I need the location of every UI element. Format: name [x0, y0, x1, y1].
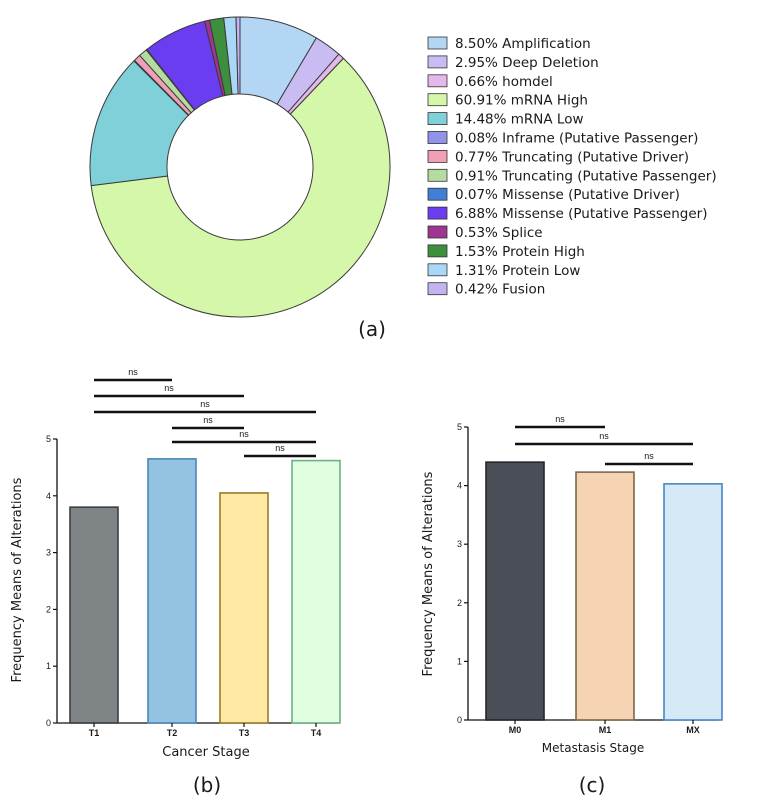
legend-label-1: 2.95% Deep Deletion — [455, 55, 599, 71]
bar-chart-metastasis-stage: 0 1 2 3 4 5 M0 M1 MX ns ns ns Frequency Means of Al… — [421, 414, 723, 797]
y-tick-label-5: 5 — [46, 434, 51, 444]
legend-label-5: 0.08% Inframe (Putative Passenger) — [455, 131, 698, 147]
comparison-label-1: ns — [599, 431, 609, 441]
donut-chart: 8.50% Amplification 2.95% Deep Deletion 0.… — [89, 16, 717, 341]
legend-swatch-7 — [427, 168, 448, 182]
y-tick-label-5: 5 — [457, 422, 462, 432]
y-tick-label-0: 0 — [46, 718, 51, 728]
bar-m1 — [575, 471, 635, 721]
legend-swatch-12 — [427, 263, 448, 277]
legend-swatch-1 — [427, 55, 448, 69]
y-tick-label-4: 4 — [46, 491, 51, 501]
legend-label-4: 14.48% mRNA Low — [455, 112, 584, 128]
comparison-label-5: ns — [275, 443, 285, 453]
legend-swatch-8 — [427, 187, 448, 201]
legend-swatch-5 — [427, 131, 448, 144]
chart-c-plot: 0 1 2 3 4 5 M0 M1 MX ns ns ns — [457, 414, 723, 735]
legend-label-6: 0.77% Truncating (Putative Driver) — [455, 149, 689, 165]
legend-swatch-4 — [427, 112, 448, 125]
donut-legend: 8.50% Amplification 2.95% Deep Deletion 0.… — [427, 36, 717, 298]
y-tick-label-3: 3 — [457, 539, 462, 549]
comparison-label-0: ns — [555, 414, 565, 424]
bar-t4 — [291, 459, 341, 724]
bar-t1 — [69, 506, 119, 724]
comparison-label-2: ns — [644, 451, 654, 461]
y-tick-label-2: 2 — [46, 604, 51, 614]
bar-m0 — [485, 461, 545, 721]
comparison-label-2: ns — [200, 399, 210, 409]
legend-label-7: 0.91% Truncating (Putative Passenger) — [455, 168, 717, 184]
panel-label-b: (b) — [193, 773, 221, 797]
legend-swatch-11 — [427, 244, 448, 258]
panel-label-a: (a) — [358, 317, 386, 341]
x-tick-label-t1: T1 — [89, 728, 100, 738]
legend-label-3: 60.91% mRNA High — [455, 93, 588, 109]
chart-c-xlabel: Metastasis Stage — [542, 741, 644, 755]
bar-chart-cancer-stage: 0 1 2 3 4 5 T1 T2 T3 T4 ns ns ns ns ns ns Frequency Mea… — [10, 367, 341, 797]
legend-label-12: 1.31% Protein Low — [455, 263, 580, 279]
chart-c-ylabel: Frequency Means of Alterations — [421, 471, 436, 676]
legend-label-2: 0.66% homdel — [455, 74, 553, 90]
legend-label-8: 0.07% Missense (Putative Driver) — [455, 187, 680, 203]
chart-b-plot: 0 1 2 3 4 5 T1 T2 T3 T4 ns ns ns ns ns ns — [46, 367, 341, 738]
legend-swatch-13 — [427, 282, 448, 296]
y-tick-label-4: 4 — [457, 481, 462, 491]
x-tick-label-t2: T2 — [167, 728, 178, 738]
legend-swatch-3 — [427, 93, 448, 107]
x-tick-label-m0: M0 — [509, 725, 522, 735]
donut-slice-13 — [235, 16, 241, 95]
legend-swatch-9 — [427, 206, 448, 220]
legend-swatch-6 — [427, 149, 448, 163]
legend-label-10: 0.53% Splice — [455, 225, 543, 241]
comparison-label-4: ns — [239, 429, 249, 439]
y-tick-label-1: 1 — [457, 656, 462, 666]
bar-mx — [663, 483, 723, 721]
legend-label-9: 6.88% Missense (Putative Passenger) — [455, 206, 708, 222]
y-tick-label-0: 0 — [457, 715, 462, 725]
comparison-label-3: ns — [203, 415, 213, 425]
comparison-label-0: ns — [128, 367, 138, 377]
donut-slice-3 — [90, 57, 391, 318]
y-tick-label-2: 2 — [457, 598, 462, 608]
x-tick-label-m1: M1 — [599, 725, 612, 735]
y-tick-label-3: 3 — [46, 548, 51, 558]
legend-swatch-0 — [427, 36, 448, 50]
x-tick-label-mx: MX — [686, 725, 700, 735]
panel-label-c: (c) — [579, 773, 606, 797]
legend-swatch-10 — [427, 225, 448, 239]
bar-t2 — [147, 458, 197, 724]
x-tick-label-t4: T4 — [311, 728, 322, 738]
comparison-label-1: ns — [164, 383, 174, 393]
bar-t3 — [219, 492, 269, 724]
legend-label-0: 8.50% Amplification — [455, 36, 591, 52]
y-tick-label-1: 1 — [46, 661, 51, 671]
legend-swatch-2 — [427, 74, 448, 88]
chart-b-xlabel: Cancer Stage — [162, 745, 249, 760]
x-tick-label-t3: T3 — [239, 728, 250, 738]
legend-label-13: 0.42% Fusion — [455, 282, 545, 298]
chart-b-ylabel: Frequency Means of Alterations — [10, 477, 25, 682]
donut-slices — [89, 16, 391, 318]
legend-label-11: 1.53% Protein High — [455, 244, 585, 260]
